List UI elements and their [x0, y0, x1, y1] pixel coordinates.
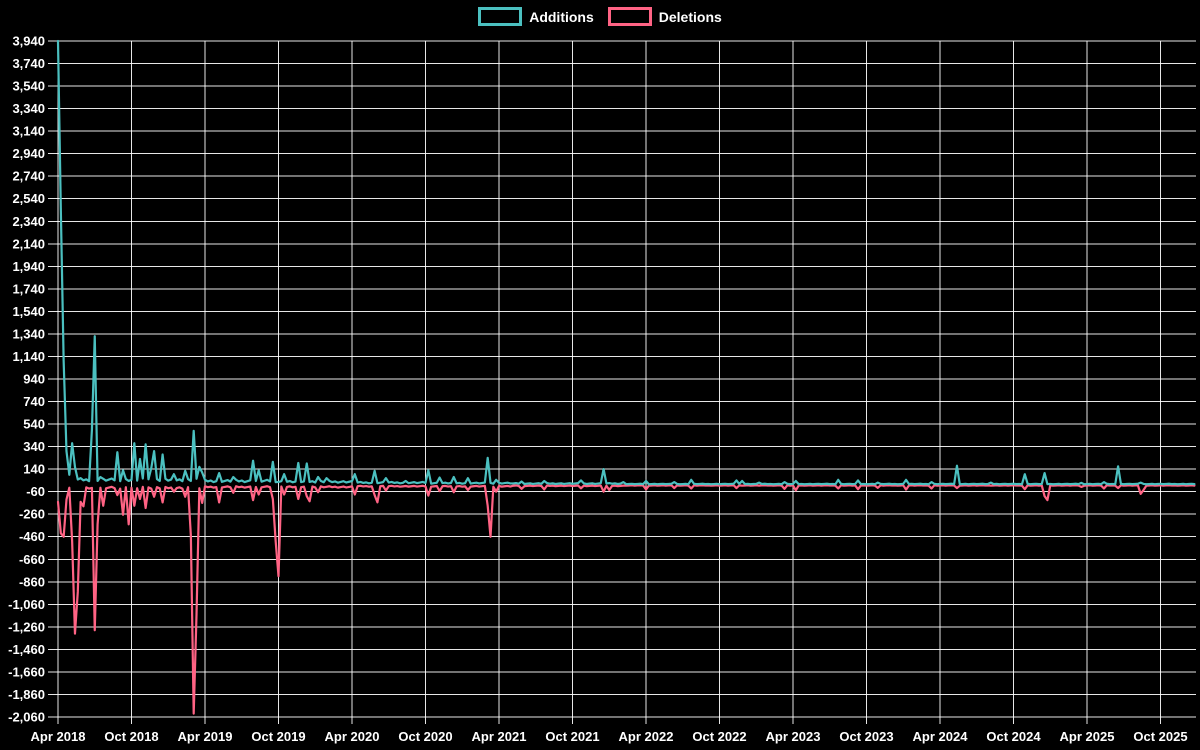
x-tick-label: Oct 2020: [398, 729, 452, 744]
y-tick-label: 3,740: [12, 56, 45, 71]
y-tick-label: -460: [19, 529, 45, 544]
y-tick-label: 2,940: [12, 146, 45, 161]
gridlines: [48, 40, 1196, 724]
y-tick-label: -660: [19, 552, 45, 567]
y-tick-label: 1,540: [12, 304, 45, 319]
y-tick-label: 740: [23, 394, 45, 409]
legend-label-additions: Additions: [529, 8, 594, 25]
y-tick-label: 340: [23, 439, 45, 454]
x-tick-label: Oct 2025: [1133, 729, 1187, 744]
additions-swatch-icon: [478, 7, 523, 26]
x-tick-label: Apr 2023: [766, 729, 821, 744]
y-tick-label: -860: [19, 574, 45, 589]
y-tick-label: 940: [23, 372, 45, 387]
y-tick-label: -1,060: [8, 597, 45, 612]
x-tick-label: Apr 2022: [619, 729, 674, 744]
y-tick-label: -260: [19, 507, 45, 522]
x-tick-label: Apr 2024: [913, 729, 969, 744]
y-tick-label: 1,940: [12, 259, 45, 274]
series-line-additions: [56, 39, 1196, 486]
legend-item-deletions[interactable]: Deletions: [607, 7, 722, 26]
chart-legend: Additions Deletions: [0, 7, 1200, 26]
series-lines: [56, 39, 1196, 715]
y-tick-label: 1,740: [12, 281, 45, 296]
x-tick-label: Oct 2022: [692, 729, 746, 744]
x-tick-label: Oct 2018: [104, 729, 158, 744]
x-tick-label: Oct 2024: [986, 729, 1041, 744]
y-tick-label: 3,540: [12, 79, 45, 94]
axis-labels: 3,940 3,740 3,540 3,340 3,140 2,940 2,740 2,540…: [8, 34, 1187, 745]
y-tick-label: 540: [23, 417, 45, 432]
y-tick-label: 3,140: [12, 124, 45, 139]
y-tick-label: -1,860: [8, 687, 45, 702]
y-tick-label: 3,940: [12, 34, 45, 49]
x-tick-label: Oct 2021: [545, 729, 599, 744]
y-tick-label: -60: [26, 484, 45, 499]
y-tick-label: -2,060: [8, 710, 45, 725]
y-tick-label: -1,660: [8, 664, 45, 679]
x-tick-label: Apr 2018: [31, 729, 86, 744]
x-tick-label: Apr 2019: [178, 729, 233, 744]
legend-item-additions[interactable]: Additions: [478, 7, 594, 26]
y-tick-label: 1,340: [12, 326, 45, 341]
series-line-deletions: [56, 484, 1196, 715]
x-tick-label: Oct 2023: [839, 729, 893, 744]
x-tick-label: Apr 2021: [472, 729, 527, 744]
y-tick-label: 2,740: [12, 169, 45, 184]
x-tick-label: Apr 2020: [325, 729, 380, 744]
x-tick-label: Apr 2025: [1060, 729, 1115, 744]
y-tick-label: -1,460: [8, 642, 45, 657]
y-tick-label: 1,140: [12, 349, 45, 364]
y-tick-label: 2,340: [12, 214, 45, 229]
y-tick-label: 3,340: [12, 101, 45, 116]
y-tick-label: 140: [23, 462, 45, 477]
x-tick-label: Oct 2019: [251, 729, 305, 744]
legend-label-deletions: Deletions: [658, 8, 722, 25]
y-tick-label: -1,260: [8, 619, 45, 634]
deletions-swatch-icon: [607, 7, 652, 26]
y-tick-label: 2,540: [12, 191, 45, 206]
y-tick-label: 2,140: [12, 236, 45, 251]
